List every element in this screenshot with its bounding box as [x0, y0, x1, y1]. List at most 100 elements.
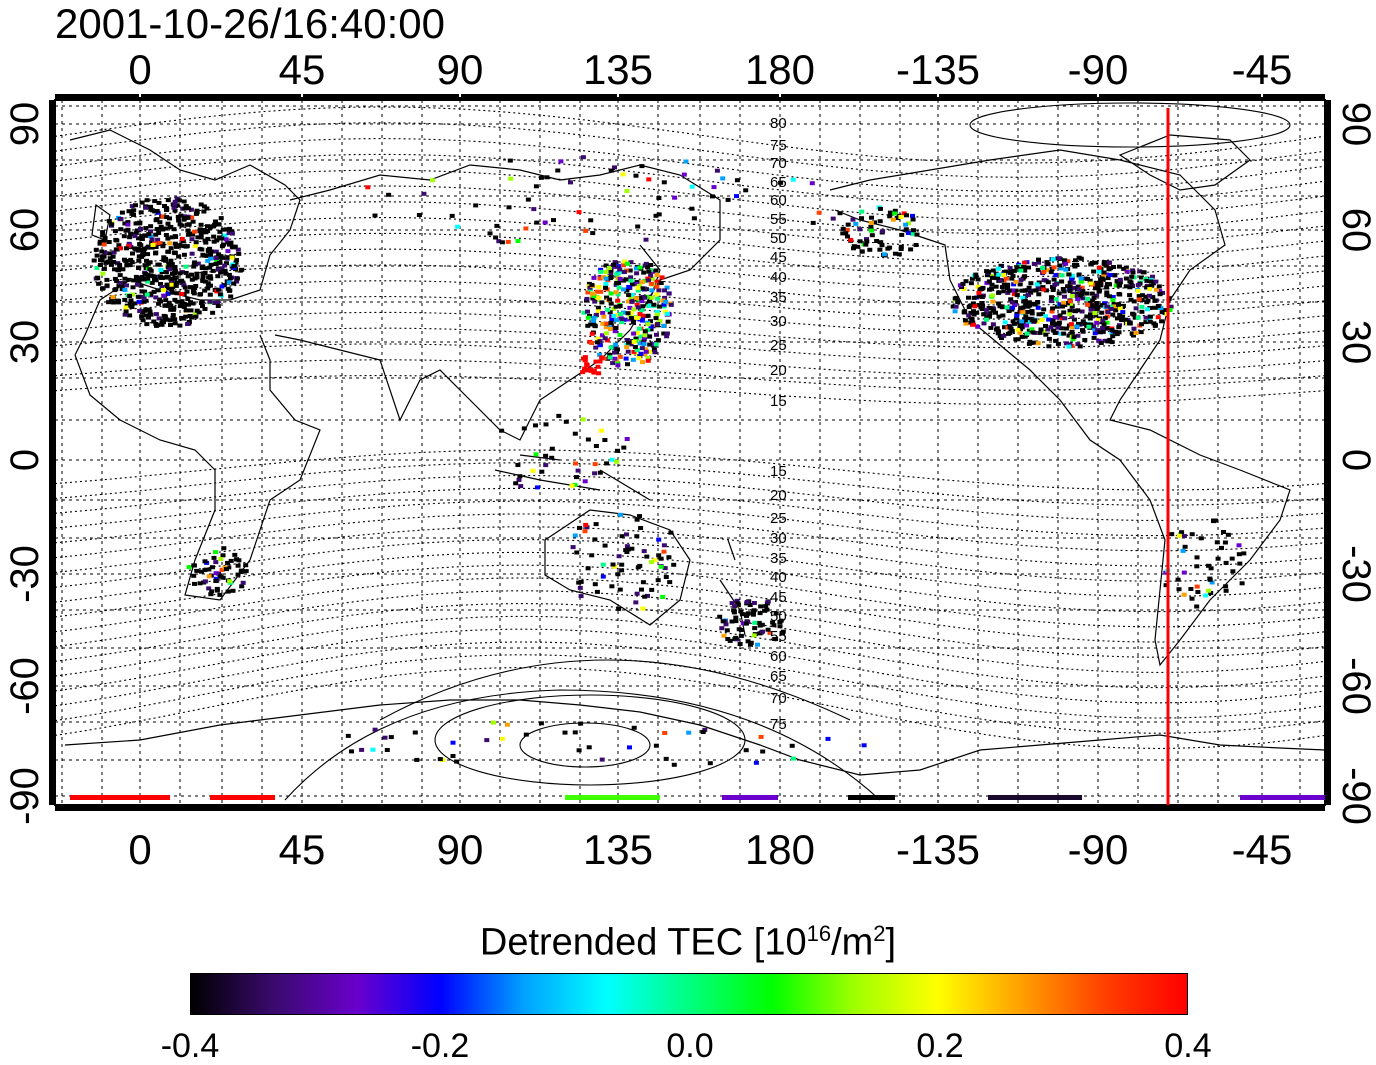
tec-marker	[642, 352, 648, 357]
tec-marker	[221, 242, 226, 247]
tec-marker	[151, 319, 157, 324]
tec-marker	[125, 227, 131, 232]
tec-marker	[226, 227, 232, 232]
tec-marker	[660, 594, 666, 599]
tec-marker	[199, 229, 204, 234]
tec-marker	[1059, 279, 1065, 284]
tec-marker	[1088, 312, 1093, 317]
tec-marker	[170, 285, 176, 289]
tec-marker	[211, 239, 217, 244]
tec-marker	[1043, 314, 1049, 319]
tec-marker	[903, 227, 909, 232]
tec-marker	[592, 299, 598, 304]
tec-marker	[202, 307, 208, 311]
tec-marker	[222, 263, 228, 268]
tec-marker	[655, 296, 661, 301]
tec-marker	[1101, 260, 1107, 265]
tec-marker	[1014, 316, 1020, 321]
tec-marker	[177, 304, 183, 309]
tec-marker	[191, 264, 197, 269]
tec-marker	[857, 239, 863, 244]
tec-marker	[1152, 298, 1158, 303]
tec-marker	[117, 265, 123, 270]
tec-marker	[155, 237, 161, 242]
tec-marker	[1000, 313, 1006, 318]
tec-marker	[414, 757, 420, 762]
tec-marker	[588, 368, 594, 373]
tec-marker	[153, 245, 159, 249]
tec-marker	[615, 347, 620, 352]
tec-marker	[129, 204, 135, 209]
lon-ticks-bottom: 0 45 90 135 180 -135 -90 -45	[128, 826, 1292, 873]
tec-marker	[144, 258, 149, 263]
tec-marker	[639, 299, 645, 304]
tec-marker	[648, 324, 654, 329]
tec-marker	[629, 316, 634, 321]
tec-marker	[1131, 333, 1136, 338]
tec-marker	[778, 180, 784, 185]
contour-label-south: 20	[770, 487, 787, 504]
tec-marker	[624, 550, 630, 554]
tec-marker	[106, 219, 112, 224]
tec-marker	[954, 295, 960, 300]
tec-marker	[1139, 322, 1144, 327]
tec-marker	[1057, 263, 1063, 268]
tec-marker	[952, 309, 958, 314]
tec-marker	[1022, 268, 1028, 273]
tec-marker	[1117, 306, 1123, 310]
tec-marker	[1133, 331, 1139, 335]
tec-marker	[1055, 341, 1061, 346]
tec-marker	[1020, 310, 1026, 315]
lon-tick-top: 0	[128, 46, 151, 93]
tec-marker	[236, 251, 242, 256]
tec-marker	[189, 237, 195, 242]
tec-marker	[1124, 269, 1130, 274]
tec-marker	[206, 574, 212, 579]
tec-marker	[623, 356, 629, 361]
tec-marker	[135, 294, 141, 299]
tec-marker	[1236, 552, 1242, 557]
tec-marker	[217, 292, 223, 297]
tec-marker	[757, 611, 763, 616]
tec-marker	[1007, 266, 1013, 271]
tec-marker	[172, 201, 178, 206]
tec-marker	[963, 321, 969, 326]
tec-marker	[131, 208, 137, 213]
tec-marker	[437, 757, 443, 762]
tec-marker	[624, 189, 630, 193]
tec-marker	[962, 318, 968, 323]
tec-marker	[608, 271, 614, 276]
tec-marker	[143, 313, 149, 318]
tec-marker	[228, 558, 234, 563]
tec-marker	[139, 234, 145, 239]
tec-marker	[1127, 321, 1133, 326]
tec-marker	[613, 264, 619, 269]
tec-marker	[111, 300, 117, 305]
tec-marker	[590, 231, 596, 236]
tec-marker	[1069, 304, 1075, 309]
tec-marker	[200, 304, 205, 309]
tec-marker	[213, 262, 219, 266]
tec-marker	[637, 514, 642, 519]
tec-marker	[1009, 329, 1015, 334]
tec-marker	[176, 218, 182, 223]
tec-marker	[972, 304, 978, 309]
tec-marker	[604, 331, 609, 336]
tec-marker	[1155, 304, 1161, 308]
tec-marker	[973, 272, 979, 277]
tec-marker	[1073, 258, 1078, 263]
tec-marker	[165, 285, 170, 290]
tec-marker	[648, 281, 654, 286]
tec-marker	[596, 285, 602, 289]
tec-marker	[1237, 561, 1243, 566]
tec-marker	[494, 223, 500, 228]
tec-marker	[1144, 278, 1150, 283]
tec-marker	[166, 263, 172, 267]
tec-marker	[1211, 518, 1216, 523]
tec-marker	[851, 246, 856, 251]
tec-marker	[178, 213, 184, 218]
tec-marker	[182, 216, 188, 221]
tec-marker	[634, 348, 640, 353]
lat-tick-left: 60	[3, 208, 47, 253]
